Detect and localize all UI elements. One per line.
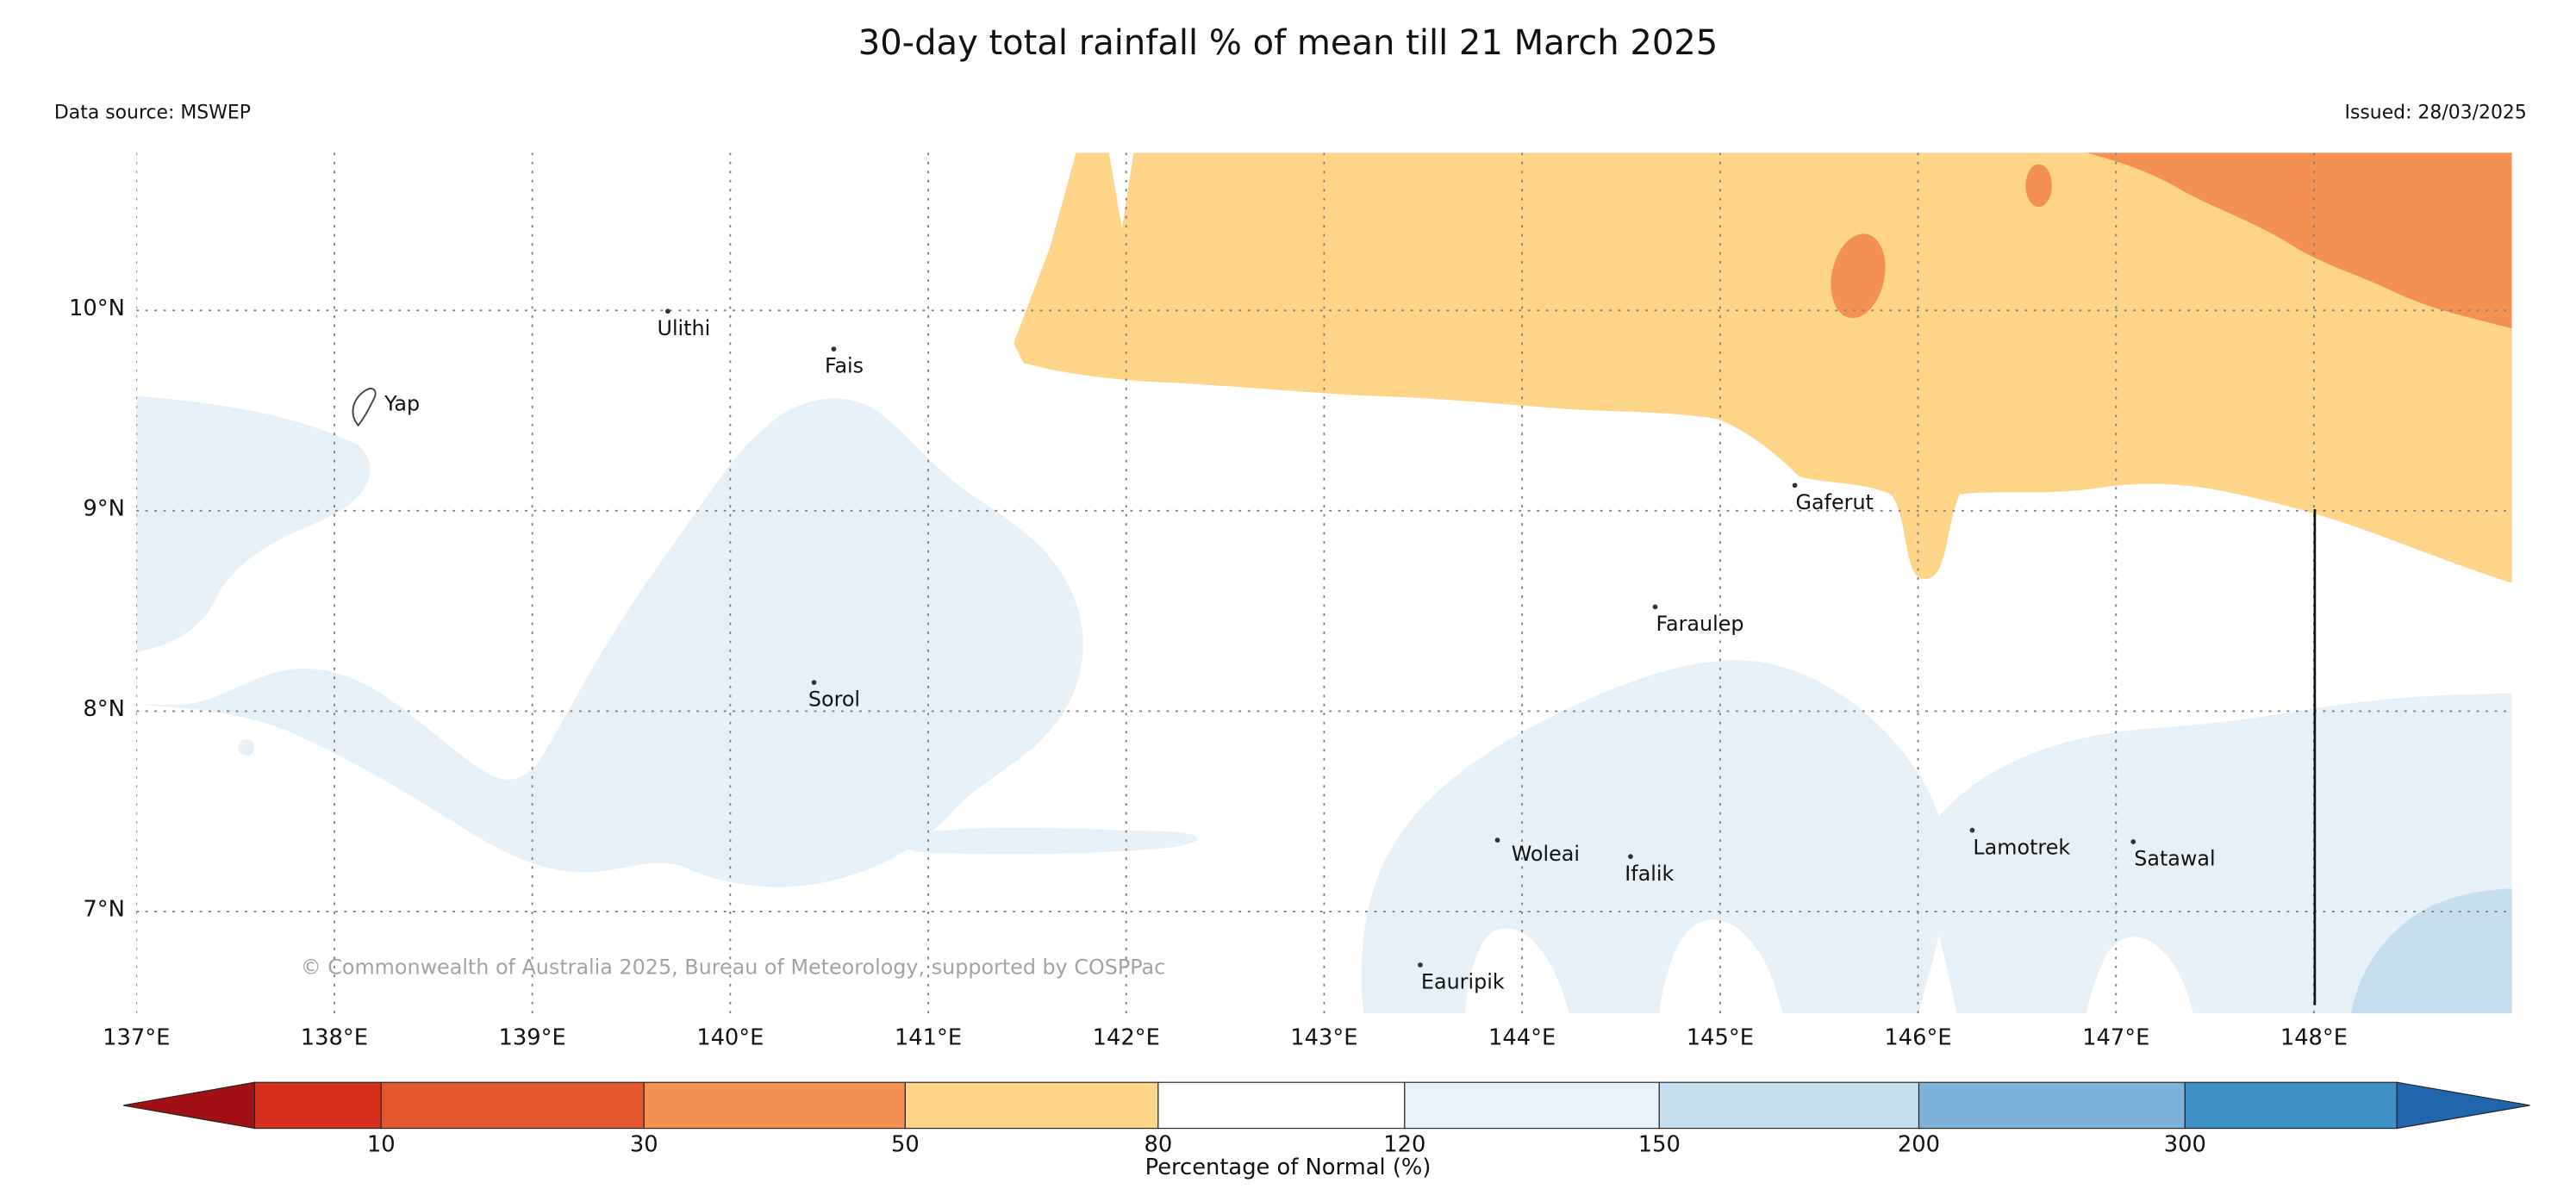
colorbar-tick-labels: 10 30 50 80 120 150 200 300: [123, 1131, 2530, 1158]
y-tick-label: 7°N: [83, 896, 125, 924]
copyright-notice: © Commonwealth of Australia 2025, Bureau…: [300, 954, 1166, 980]
x-tick-label: 141°E: [894, 1024, 963, 1052]
colorbar-tick-label: 10: [366, 1131, 396, 1158]
wet-regions-120-150: [136, 395, 2512, 1014]
dry-regions-30-50: [1831, 153, 2512, 329]
colorbar-tick-label: 120: [1383, 1131, 1426, 1158]
region-wet-southeast: [1913, 693, 2512, 1014]
colorbar-segment: [1658, 1081, 1920, 1130]
x-tick-label: 144°E: [1488, 1024, 1556, 1052]
colorbar-right-arrow: [2396, 1081, 2530, 1130]
plot-area: Yap Ulithi Fais Gaferut Faraulep Sorol Woleai I…: [136, 153, 2512, 1014]
y-tick-label: 8°N: [83, 696, 125, 723]
region-wet-islet-2: [560, 756, 590, 771]
colorbar-segment: [1157, 1081, 1406, 1130]
page-title: 30-day total rainfall % of mean till 21 …: [858, 22, 1718, 63]
rainfall-map: [136, 153, 2512, 1014]
x-tick-label: 137°E: [103, 1024, 171, 1052]
colorbar-tick-label: 50: [890, 1131, 920, 1158]
graticule-grid: [136, 153, 2512, 1014]
region-wet-islet-1: [238, 738, 255, 756]
y-tick-label: 10°N: [69, 296, 125, 322]
region-wet-south-middle: [1361, 660, 1947, 1014]
yap-island-outline: [352, 388, 377, 427]
colorbar-segment: [1918, 1081, 2186, 1130]
region-wet-central: [136, 398, 1083, 887]
region-dry-30-50-blob-1: [1831, 233, 1886, 319]
x-tick-label: 139°E: [498, 1024, 566, 1052]
latitude-axis: 10°N 9°N 8°N 7°N: [0, 153, 125, 1013]
y-tick-label: 9°N: [83, 495, 125, 523]
x-tick-label: 148°E: [2280, 1024, 2348, 1052]
region-dry-30-50-blob-2: [2025, 164, 2052, 208]
colorbar-tick-label: 150: [1637, 1131, 1681, 1158]
region-wet-central-tail: [895, 827, 1198, 855]
x-tick-label: 147°E: [2082, 1024, 2150, 1052]
x-tick-label: 145°E: [1686, 1024, 1754, 1052]
colorbar-tick-label: 300: [2163, 1131, 2206, 1158]
colorbar-tick-label: 30: [629, 1131, 658, 1158]
region-dry-30-50-corner: [2086, 153, 2512, 329]
x-tick-label: 146°E: [1884, 1024, 1952, 1052]
colorbar-segment: [904, 1081, 1159, 1130]
x-tick-label: 143°E: [1290, 1024, 1358, 1052]
colorbar-left-arrow: [122, 1081, 256, 1130]
x-tick-label: 142°E: [1092, 1024, 1160, 1052]
region-dry-50-80-band: [1014, 153, 2512, 583]
region-wet-150-200-corner: [2350, 888, 2512, 1014]
data-source-label: Data source: MSWEP: [53, 100, 251, 123]
colorbar: [122, 1080, 2530, 1130]
colorbar-segment: [253, 1081, 382, 1130]
issued-date-label: Issued: 28/03/2025: [2344, 100, 2527, 123]
region-wet-northwest: [136, 395, 371, 652]
x-tick-label: 140°E: [696, 1024, 764, 1052]
region-wet-islet-3: [1868, 850, 1878, 861]
colorbar-segment: [643, 1081, 906, 1130]
colorbar-scale: [122, 1081, 2530, 1130]
longitude-axis: 137°E 138°E 139°E 140°E 141°E 142°E 143°E 144°E…: [0, 1025, 2576, 1058]
colorbar-segment: [1404, 1081, 1660, 1130]
colorbar-axis-label: Percentage of Normal (%): [1145, 1155, 1431, 1181]
colorbar-tick-label: 200: [1897, 1131, 1941, 1158]
colorbar-tick-label: 80: [1144, 1131, 1173, 1158]
colorbar-segment: [2184, 1081, 2398, 1130]
colorbar-segment: [380, 1081, 645, 1130]
x-tick-label: 138°E: [300, 1024, 369, 1052]
